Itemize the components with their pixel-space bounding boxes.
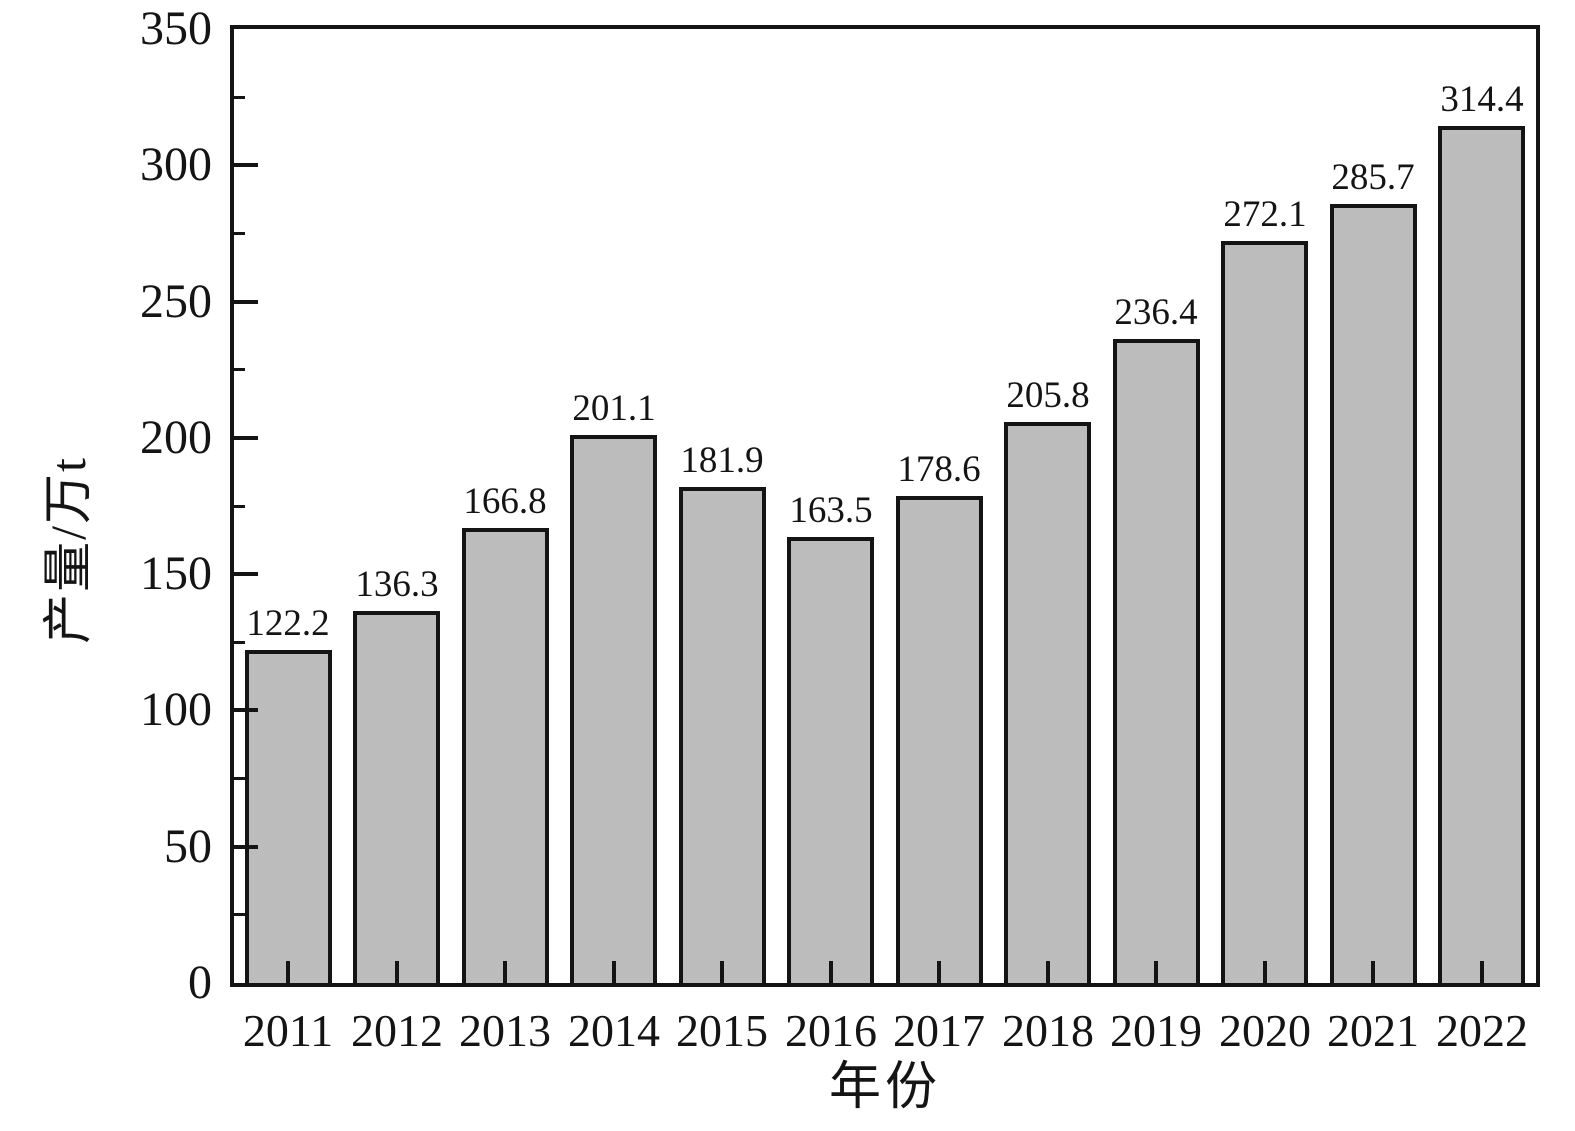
bar-2015 <box>679 487 766 987</box>
y-tick-mark <box>234 436 258 440</box>
x-tick-mark <box>1046 961 1050 983</box>
x-tick-mark <box>1263 961 1267 983</box>
bar-2021 <box>1330 204 1417 987</box>
y-tick-mark <box>234 163 258 167</box>
y-minor-tick-mark <box>234 641 245 644</box>
bar-value-label: 166.8 <box>463 481 547 522</box>
bar-value-label: 272.1 <box>1223 194 1307 235</box>
x-tick-mark <box>286 961 290 983</box>
x-tick-mark <box>1480 961 1484 983</box>
x-tick-label: 2017 <box>893 1005 985 1056</box>
x-tick-label: 2016 <box>785 1005 877 1056</box>
x-tick-label: 2019 <box>1110 1005 1202 1056</box>
x-tick-mark <box>1371 961 1375 983</box>
bar-2016 <box>787 537 874 987</box>
y-minor-tick-mark <box>234 505 245 508</box>
y-minor-tick-mark <box>234 368 245 371</box>
y-tick-label: 50 <box>164 820 212 873</box>
y-tick-label: 150 <box>140 547 212 600</box>
y-tick-mark <box>234 845 258 849</box>
y-tick-label: 100 <box>140 683 212 736</box>
x-tick-label: 2022 <box>1436 1005 1528 1056</box>
y-tick-label: 250 <box>140 275 212 328</box>
bar-value-label: 181.9 <box>680 440 764 481</box>
x-tick-mark <box>937 961 941 983</box>
bar-value-label: 136.3 <box>355 564 439 605</box>
bar-2022 <box>1438 126 1525 987</box>
bar-2013 <box>462 528 549 987</box>
y-tick-label: 350 <box>140 2 212 55</box>
y-tick-mark <box>234 300 258 304</box>
x-tick-label: 2020 <box>1219 1005 1311 1056</box>
x-tick-label: 2012 <box>351 1005 443 1056</box>
x-tick-label: 2021 <box>1327 1005 1419 1056</box>
x-tick-label: 2013 <box>459 1005 551 1056</box>
bar-2017 <box>896 496 983 987</box>
y-minor-tick-mark <box>234 913 245 916</box>
bar-2019 <box>1113 339 1200 987</box>
x-tick-mark <box>612 961 616 983</box>
x-tick-label: 2015 <box>676 1005 768 1056</box>
bar-value-label: 314.4 <box>1440 79 1524 120</box>
x-tick-mark <box>395 961 399 983</box>
bar-2018 <box>1004 422 1091 987</box>
bar-value-label: 205.8 <box>1006 375 1090 416</box>
y-tick-mark <box>234 708 258 712</box>
y-tick-label: 200 <box>140 411 212 464</box>
y-minor-tick-mark <box>234 777 245 780</box>
bar-value-label: 285.7 <box>1331 157 1415 198</box>
x-tick-mark <box>720 961 724 983</box>
y-tick-label: 0 <box>188 956 212 1009</box>
y-tick-label: 300 <box>140 138 212 191</box>
plot-area <box>230 25 1540 987</box>
x-tick-mark <box>1154 961 1158 983</box>
bar-2011 <box>245 650 332 987</box>
bar-2014 <box>570 435 657 987</box>
y-minor-tick-mark <box>234 96 245 99</box>
x-tick-mark <box>829 961 833 983</box>
bar-value-label: 236.4 <box>1114 292 1198 333</box>
bar-2012 <box>353 611 440 987</box>
bar-value-label: 201.1 <box>572 388 656 429</box>
bar-value-label: 122.2 <box>246 603 330 644</box>
x-tick-label: 2014 <box>568 1005 660 1056</box>
x-tick-mark <box>503 961 507 983</box>
y-tick-mark <box>234 572 258 576</box>
bar-2020 <box>1221 241 1308 987</box>
bar-value-label: 178.6 <box>897 449 981 490</box>
y-minor-tick-mark <box>234 232 245 235</box>
bar-value-label: 163.5 <box>789 490 873 531</box>
x-axis-title: 年份 <box>828 1059 942 1116</box>
x-tick-label: 2011 <box>242 1005 334 1056</box>
x-tick-label: 2018 <box>1002 1005 1094 1056</box>
